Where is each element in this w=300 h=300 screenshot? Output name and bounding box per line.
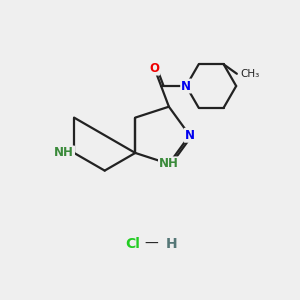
Text: Cl: Cl (125, 237, 140, 251)
Text: NH: NH (54, 146, 74, 159)
Text: CH₃: CH₃ (240, 69, 260, 79)
Text: O: O (149, 61, 159, 75)
Text: N: N (185, 129, 195, 142)
Text: —: — (145, 237, 158, 251)
Text: N: N (181, 80, 191, 92)
Text: H: H (166, 237, 178, 251)
Text: NH: NH (159, 158, 179, 170)
